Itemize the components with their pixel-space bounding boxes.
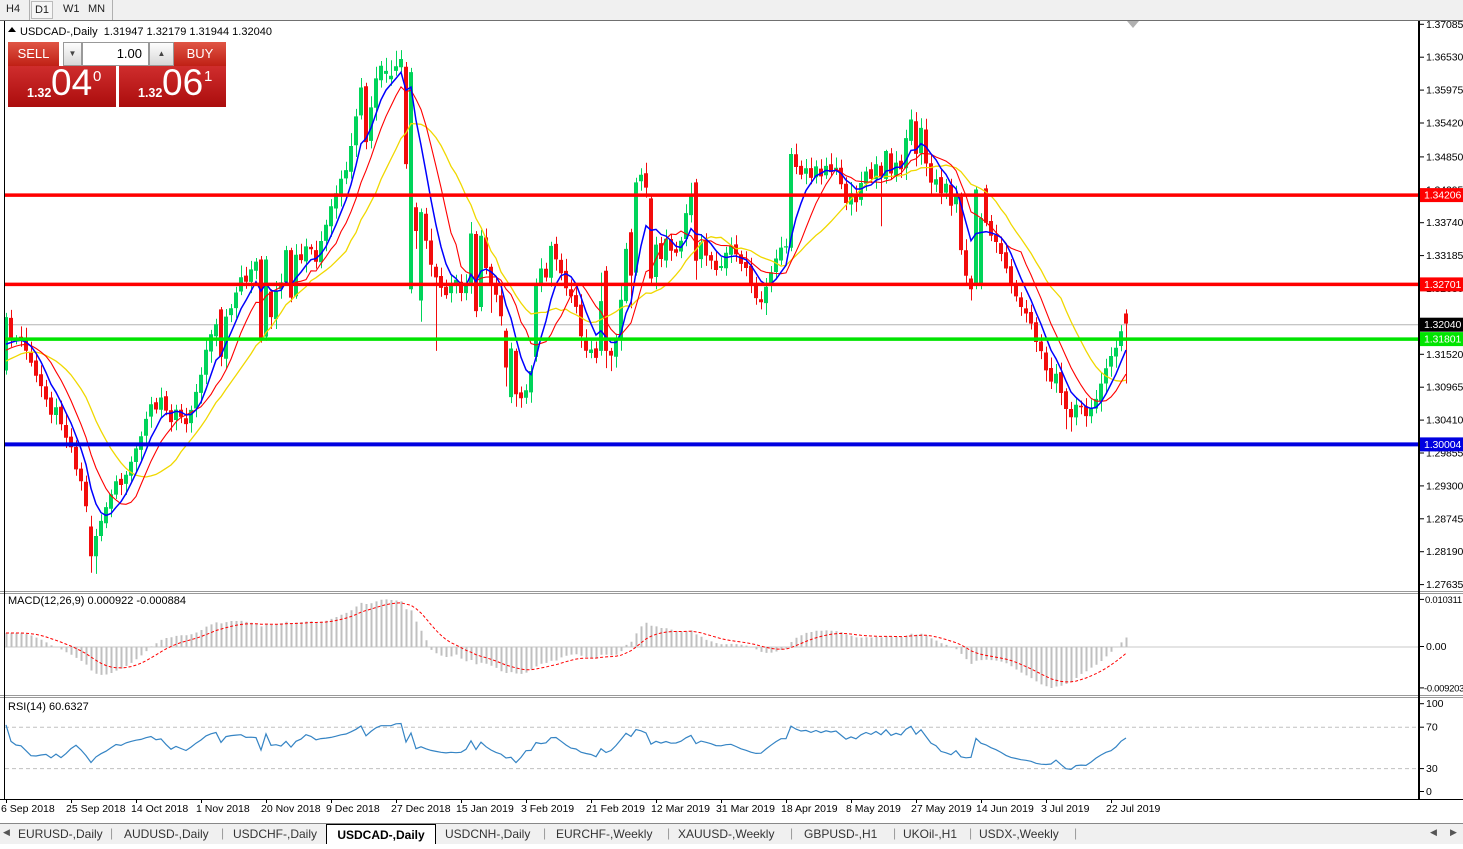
svg-text:20 Nov 2018: 20 Nov 2018	[261, 803, 321, 815]
svg-text:27 May 2019: 27 May 2019	[911, 803, 972, 815]
svg-text:100: 100	[1426, 698, 1444, 710]
svg-text:27 Dec 2018: 27 Dec 2018	[391, 803, 451, 815]
svg-text:1.31520: 1.31520	[1426, 349, 1463, 361]
svg-text:1.34206: 1.34206	[1424, 190, 1462, 202]
svg-text:1.36530: 1.36530	[1426, 52, 1463, 64]
svg-text:1.30410: 1.30410	[1426, 415, 1463, 427]
svg-text:1 Nov 2018: 1 Nov 2018	[196, 803, 250, 815]
svg-text:22 Jul 2019: 22 Jul 2019	[1106, 803, 1160, 815]
svg-text:3 Feb 2019: 3 Feb 2019	[521, 803, 574, 815]
svg-text:14 Jun 2019: 14 Jun 2019	[976, 803, 1034, 815]
svg-text:USDCAD-,Daily 1.31947 1.32179: USDCAD-,Daily 1.31947 1.32179 1.31944 1.…	[20, 26, 272, 38]
svg-text:0.00: 0.00	[1426, 641, 1447, 653]
svg-text:1.27635: 1.27635	[1426, 579, 1463, 591]
svg-text:3 Jul 2019: 3 Jul 2019	[1041, 803, 1090, 815]
svg-text:21 Feb 2019: 21 Feb 2019	[586, 803, 645, 815]
svg-text:6 Sep 2018: 6 Sep 2018	[1, 803, 55, 815]
svg-text:1.32701: 1.32701	[1424, 279, 1462, 291]
svg-text:9 Dec 2018: 9 Dec 2018	[326, 803, 380, 815]
svg-text:25 Sep 2018: 25 Sep 2018	[66, 803, 126, 815]
svg-text:31 Mar 2019: 31 Mar 2019	[716, 803, 775, 815]
svg-text:1.32040: 1.32040	[1424, 319, 1462, 331]
svg-text:1.31801: 1.31801	[1424, 334, 1462, 346]
svg-text:14 Oct 2018: 14 Oct 2018	[131, 803, 188, 815]
svg-text:70: 70	[1426, 722, 1438, 734]
svg-text:1.30965: 1.30965	[1426, 382, 1463, 394]
svg-text:15 Jan 2019: 15 Jan 2019	[456, 803, 514, 815]
svg-text:1.28190: 1.28190	[1426, 546, 1463, 558]
svg-text:0: 0	[1426, 786, 1432, 798]
svg-text:8 May 2019: 8 May 2019	[846, 803, 901, 815]
svg-text:RSI(14) 60.6327: RSI(14) 60.6327	[8, 701, 89, 713]
svg-text:1.30004: 1.30004	[1424, 439, 1462, 451]
svg-text:18 Apr 2019: 18 Apr 2019	[781, 803, 838, 815]
svg-text:1.33185: 1.33185	[1426, 250, 1463, 262]
svg-text:1.35420: 1.35420	[1426, 118, 1463, 130]
svg-text:MACD(12,26,9) 0.000922 -0.0008: MACD(12,26,9) 0.000922 -0.000884	[8, 595, 186, 607]
svg-text:12 Mar 2019: 12 Mar 2019	[651, 803, 710, 815]
svg-text:1.37085: 1.37085	[1426, 19, 1463, 31]
svg-text:1.28745: 1.28745	[1426, 513, 1463, 525]
svg-text:0.010311: 0.010311	[1425, 595, 1462, 606]
svg-text:30: 30	[1426, 763, 1438, 775]
svg-text:1.33740: 1.33740	[1426, 217, 1463, 229]
svg-text:-0.009203: -0.009203	[1424, 683, 1463, 694]
svg-text:1.34850: 1.34850	[1426, 151, 1463, 163]
svg-text:1.35975: 1.35975	[1426, 85, 1463, 97]
svg-text:1.29300: 1.29300	[1426, 480, 1463, 492]
